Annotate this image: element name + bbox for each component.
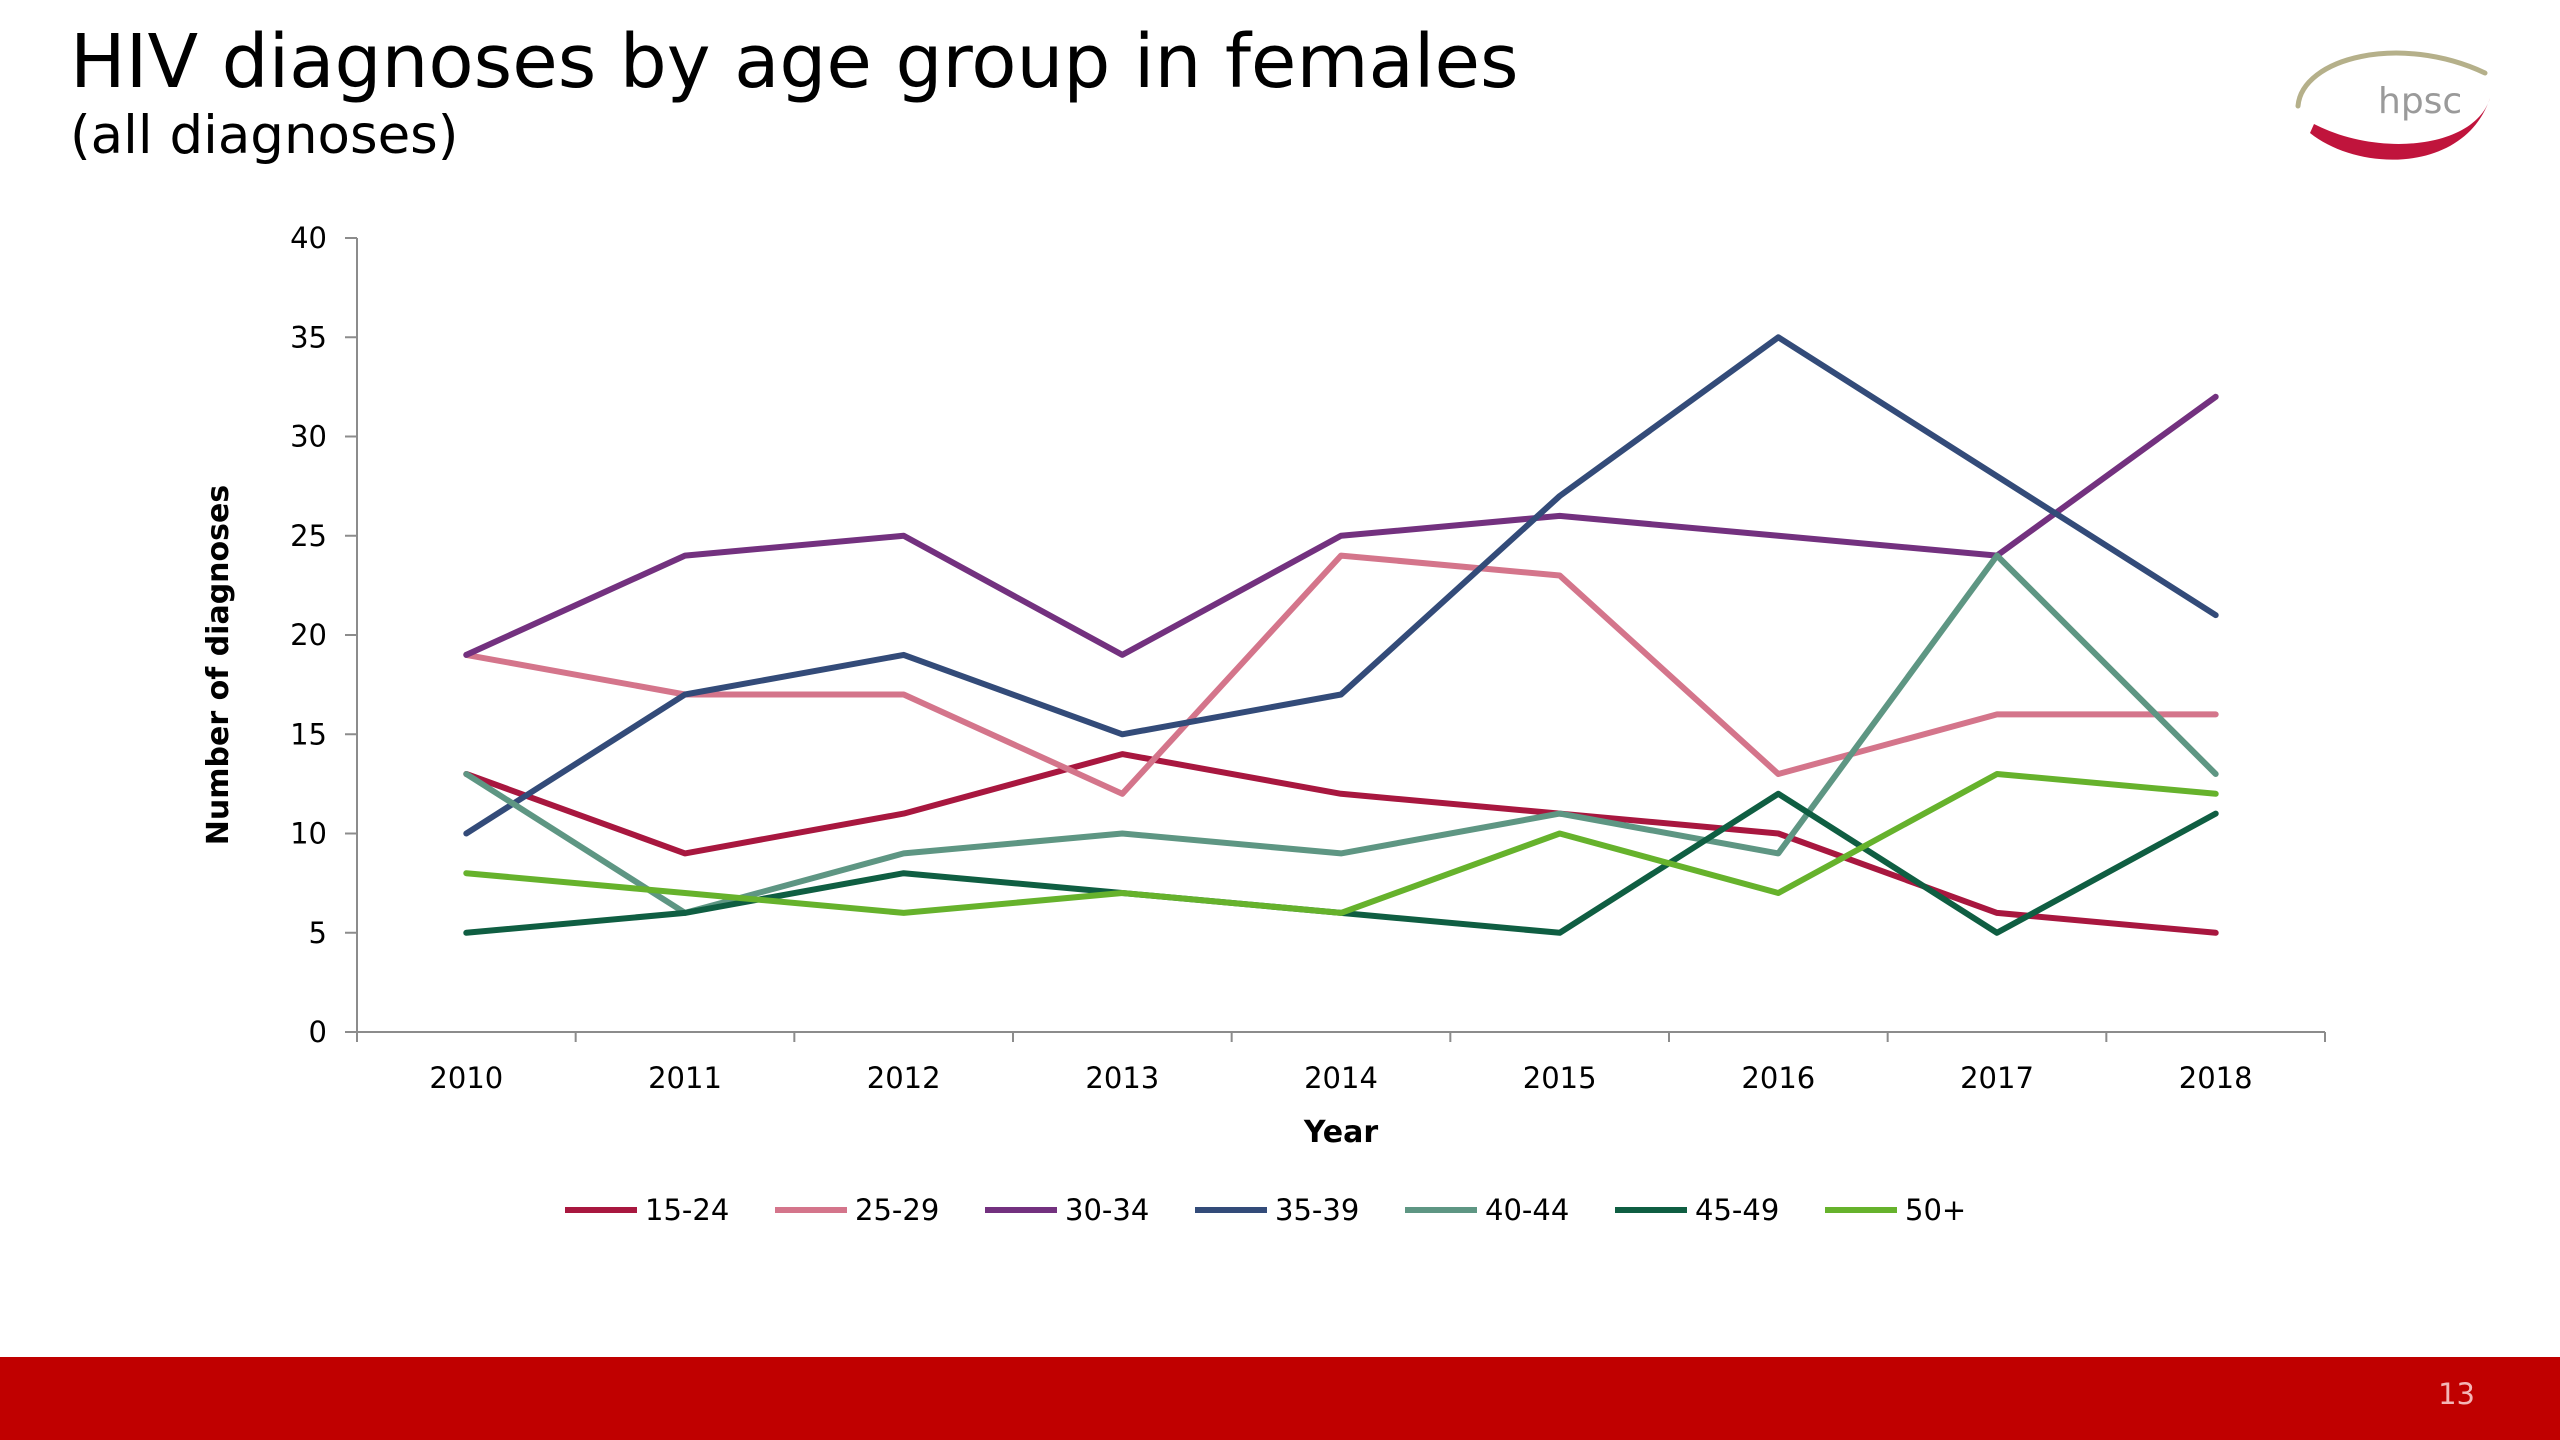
chart-axes: 0 5 10 15 20 25 30 35 40 2010 2011 2012 2013 2014 2015…	[201, 221, 2326, 1150]
legend-label: 15-24	[645, 1193, 729, 1227]
x-tick-label: 2017	[1960, 1061, 2034, 1095]
legend-item-40-44: 40-44	[1405, 1193, 1569, 1227]
logo-olive-swoosh	[2295, 50, 2488, 109]
y-tick-label: 0	[309, 1015, 327, 1049]
series-line-25-29	[463, 552, 2219, 797]
legend-label: 35-39	[1275, 1193, 1359, 1227]
legend-label: 25-29	[855, 1193, 939, 1227]
logo-text: hpsc	[2378, 81, 2462, 122]
legend-item-30-34: 30-34	[985, 1193, 1149, 1227]
legend-label: 45-49	[1695, 1193, 1779, 1227]
slide-subtitle: (all diagnoses)	[70, 105, 459, 166]
x-tick-label: 2011	[648, 1061, 722, 1095]
legend-item-25-29: 25-29	[775, 1193, 939, 1227]
legend-item-45-49: 45-49	[1615, 1193, 1779, 1227]
series-line-40-44	[463, 552, 2219, 916]
x-tick-label: 2018	[2179, 1061, 2253, 1095]
y-axis-title: Number of diagnoses	[201, 485, 236, 845]
series-line-30-34	[463, 393, 2219, 658]
y-tick-label: 40	[290, 221, 327, 255]
chart-series	[463, 334, 2219, 936]
line-chart: 0 5 10 15 20 25 30 35 40 2010 2011 2012 2013 2014 2015…	[201, 221, 2326, 1150]
legend-label: 40-44	[1485, 1193, 1569, 1227]
x-tick-label: 2012	[867, 1061, 941, 1095]
x-tick-label: 2015	[1523, 1061, 1597, 1095]
y-tick-label: 10	[290, 817, 327, 851]
hpsc-logo: hpsc	[2295, 50, 2490, 160]
legend-item-15-24: 15-24	[565, 1193, 729, 1227]
footer-bar: 13	[0, 1357, 2560, 1440]
chart-legend: 15-24 25-29 30-34 35-39 40-44 45-49 50+	[565, 1193, 1966, 1227]
x-tick-label: 2010	[429, 1061, 503, 1095]
slide-title: HIV diagnoses by age group in females	[70, 19, 1519, 105]
y-tick-label: 15	[290, 717, 327, 751]
legend-label: 50+	[1905, 1193, 1966, 1227]
x-axis-title: Year	[1303, 1115, 1379, 1150]
series-line-50+	[463, 771, 2219, 916]
y-tick-label: 25	[290, 519, 327, 553]
logo-red-swoosh	[2310, 98, 2490, 160]
legend-label: 30-34	[1065, 1193, 1149, 1227]
y-tick-label: 30	[290, 420, 327, 454]
legend-item-35-39: 35-39	[1195, 1193, 1359, 1227]
x-tick-label: 2013	[1085, 1061, 1159, 1095]
y-tick-label: 35	[290, 320, 327, 354]
page-number: 13	[2438, 1377, 2475, 1411]
legend-item-50+: 50+	[1825, 1193, 1966, 1227]
y-tick-label: 5	[309, 916, 327, 950]
x-tick-label: 2016	[1741, 1061, 1815, 1095]
y-tick-label: 20	[290, 618, 327, 652]
x-tick-label: 2014	[1304, 1061, 1378, 1095]
series-line-35-39	[463, 334, 2219, 837]
